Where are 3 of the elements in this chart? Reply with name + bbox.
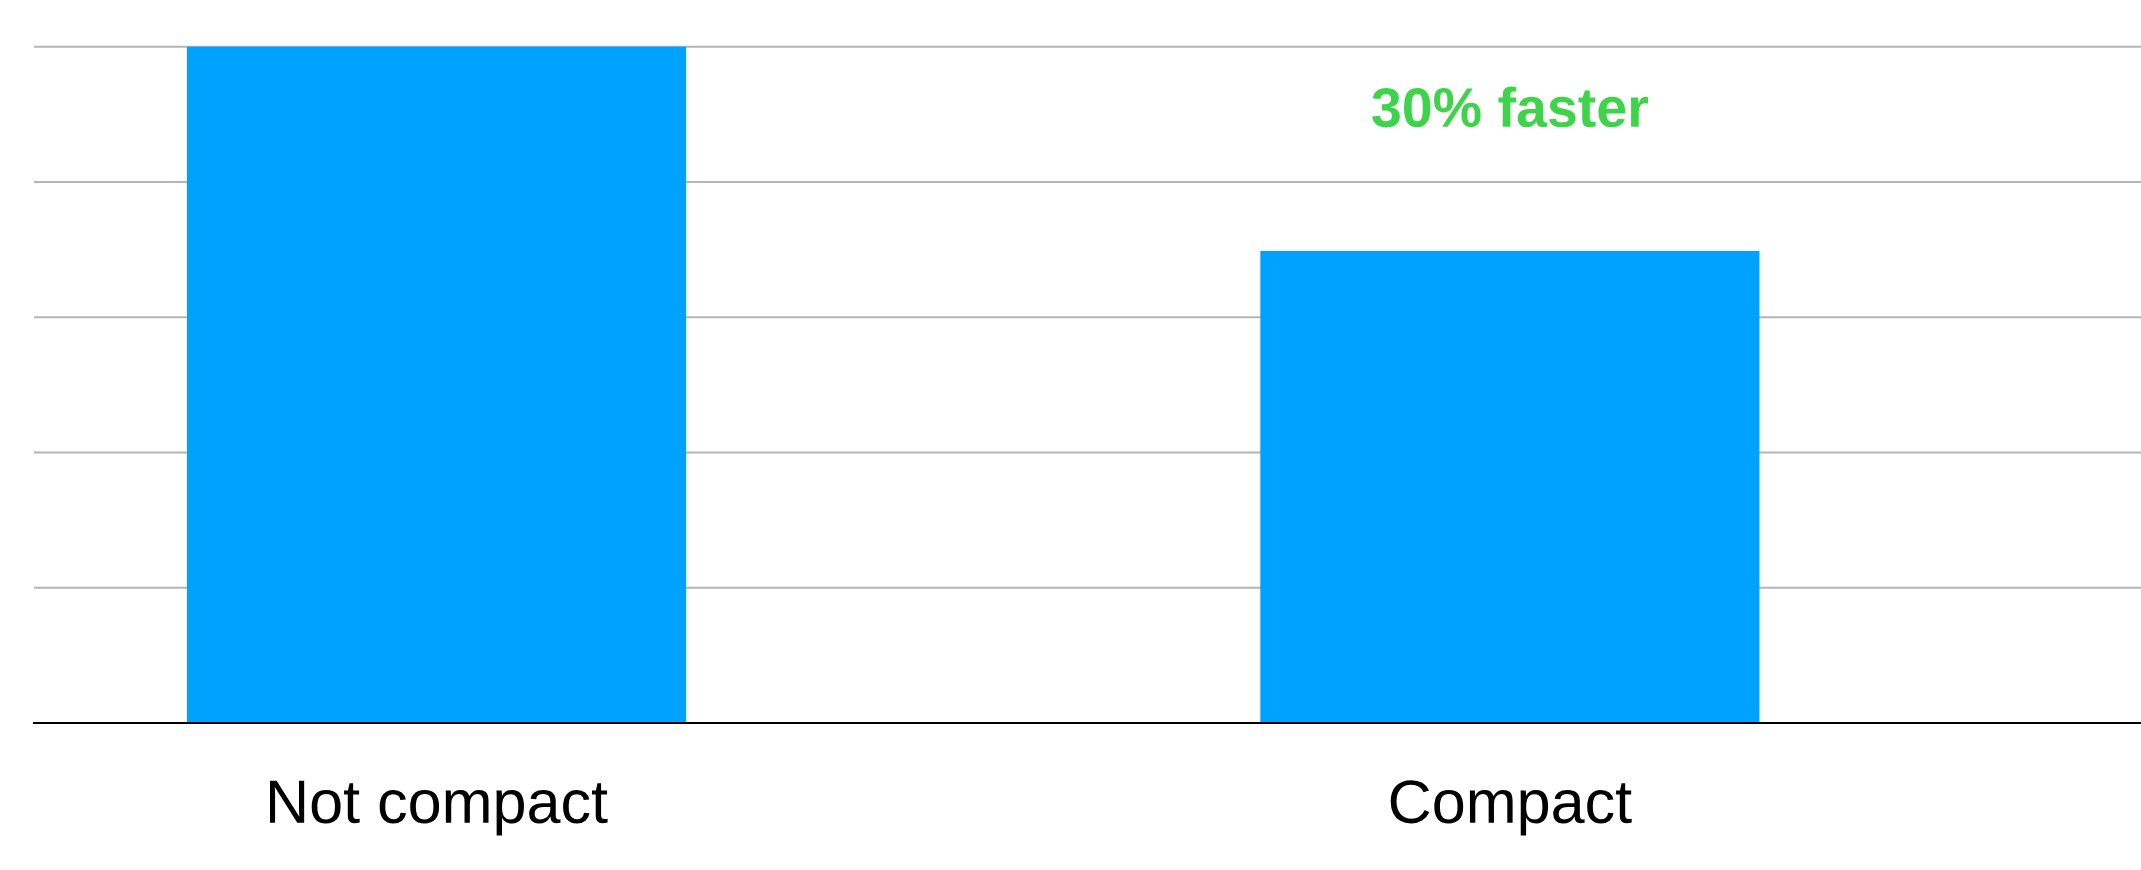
annotation: 30% faster [1372,86,1649,128]
x-tick-label: Compact [1390,780,1632,836]
x-tick-label: Not compact [270,780,608,836]
